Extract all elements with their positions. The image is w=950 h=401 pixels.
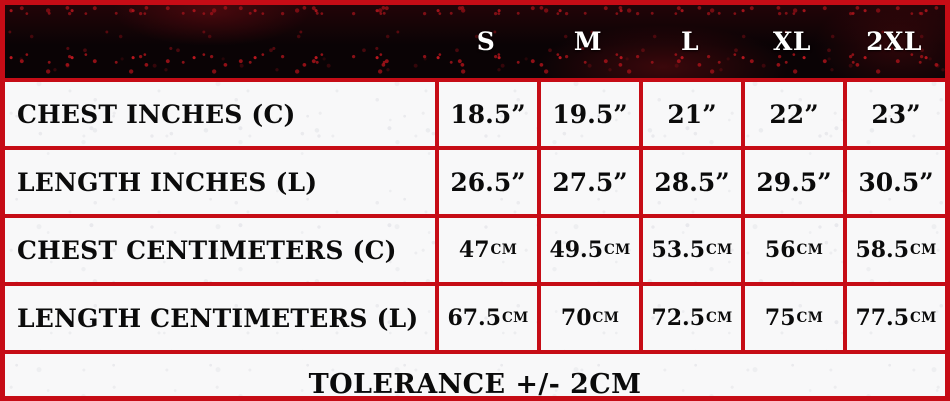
row-values: 47 CM 49.5 CM 53.5 CM 56 CM 58.5 CM: [435, 218, 945, 282]
cell-length-cm-2xl: 77.5 CM: [843, 286, 945, 350]
cell-length-inches-l: 28.5”: [639, 150, 741, 214]
cell-length-cm-l: 72.5 CM: [639, 286, 741, 350]
value-number: 58.5: [855, 237, 910, 263]
cell-chest-cm-l: 53.5 CM: [639, 218, 741, 282]
cell-chest-inches-xl: 22”: [741, 82, 843, 146]
value-number: 67.5: [447, 305, 502, 331]
value-number: 47: [458, 237, 490, 263]
value-unit: CM: [706, 310, 733, 326]
header-size-xl: XL: [773, 27, 811, 56]
value-unit: CM: [592, 310, 620, 326]
value-unit: CM: [490, 242, 518, 258]
value-unit: CM: [706, 242, 733, 258]
cell-length-cm-m: 70 CM: [537, 286, 639, 350]
value-number: 53.5: [651, 237, 706, 263]
value-unit: CM: [604, 242, 631, 258]
cell-chest-cm-xl: 56 CM: [741, 218, 843, 282]
cell-length-cm-xl: 75 CM: [741, 286, 843, 350]
value-number: 56: [764, 237, 796, 263]
table-row: LENGTH CENTIMETERS (L) 67.5 CM 70 CM 72.5 C…: [5, 282, 945, 350]
value-number: 49.5: [549, 237, 604, 263]
cell-length-inches-2xl: 30.5”: [843, 150, 945, 214]
row-values: 26.5” 27.5” 28.5” 29.5” 30.5”: [435, 150, 945, 214]
row-values: 67.5 CM 70 CM 72.5 CM 75 CM 77.5 CM: [435, 286, 945, 350]
cell-chest-inches-s: 18.5”: [435, 82, 537, 146]
cell-chest-inches-l: 21”: [639, 82, 741, 146]
cell-chest-inches-2xl: 23”: [843, 82, 945, 146]
value-unit: CM: [502, 310, 529, 326]
value-unit: CM: [796, 310, 824, 326]
header-size-cells: S M L XL 2XL: [435, 5, 945, 78]
cell-length-inches-m: 27.5”: [537, 150, 639, 214]
table-body: CHEST INCHES (C) 18.5” 19.5” 21” 22” 23”…: [5, 78, 945, 350]
header-size-m: M: [573, 27, 603, 56]
cell-length-inches-xl: 29.5”: [741, 150, 843, 214]
value-unit: CM: [910, 310, 937, 326]
table-header-row: S M L XL 2XL: [5, 5, 945, 78]
row-label-chest-cm: CHEST CENTIMETERS (C): [17, 235, 397, 265]
cell-chest-inches-m: 19.5”: [537, 82, 639, 146]
header-size-s: S: [476, 27, 496, 56]
value-number: 75: [764, 305, 796, 331]
table-row: CHEST INCHES (C) 18.5” 19.5” 21” 22” 23”: [5, 78, 945, 146]
cell-chest-cm-m: 49.5 CM: [537, 218, 639, 282]
value-unit: CM: [796, 242, 824, 258]
row-label-chest-inches: CHEST INCHES (C): [17, 99, 296, 129]
header-size-2xl: 2XL: [866, 27, 922, 56]
row-values: 18.5” 19.5” 21” 22” 23”: [435, 82, 945, 146]
value-number: 72.5: [651, 305, 706, 331]
row-label-length-cm: LENGTH CENTIMETERS (L): [17, 303, 419, 333]
value-number: 77.5: [855, 305, 910, 331]
tolerance-note: TOLERANCE +/- 2CM: [5, 350, 945, 396]
header-size-l: L: [680, 27, 700, 56]
cell-length-inches-s: 26.5”: [435, 150, 537, 214]
row-label-length-inches: LENGTH INCHES (L): [17, 167, 318, 197]
value-number: 70: [560, 305, 592, 331]
table-row: LENGTH INCHES (L) 26.5” 27.5” 28.5” 29.5…: [5, 146, 945, 214]
header-corner-cell: [5, 5, 435, 78]
cell-length-cm-s: 67.5 CM: [435, 286, 537, 350]
cell-chest-cm-s: 47 CM: [435, 218, 537, 282]
value-unit: CM: [910, 242, 937, 258]
cell-chest-cm-2xl: 58.5 CM: [843, 218, 945, 282]
table-row: CHEST CENTIMETERS (C) 47 CM 49.5 CM 53.5 CM…: [5, 214, 945, 282]
